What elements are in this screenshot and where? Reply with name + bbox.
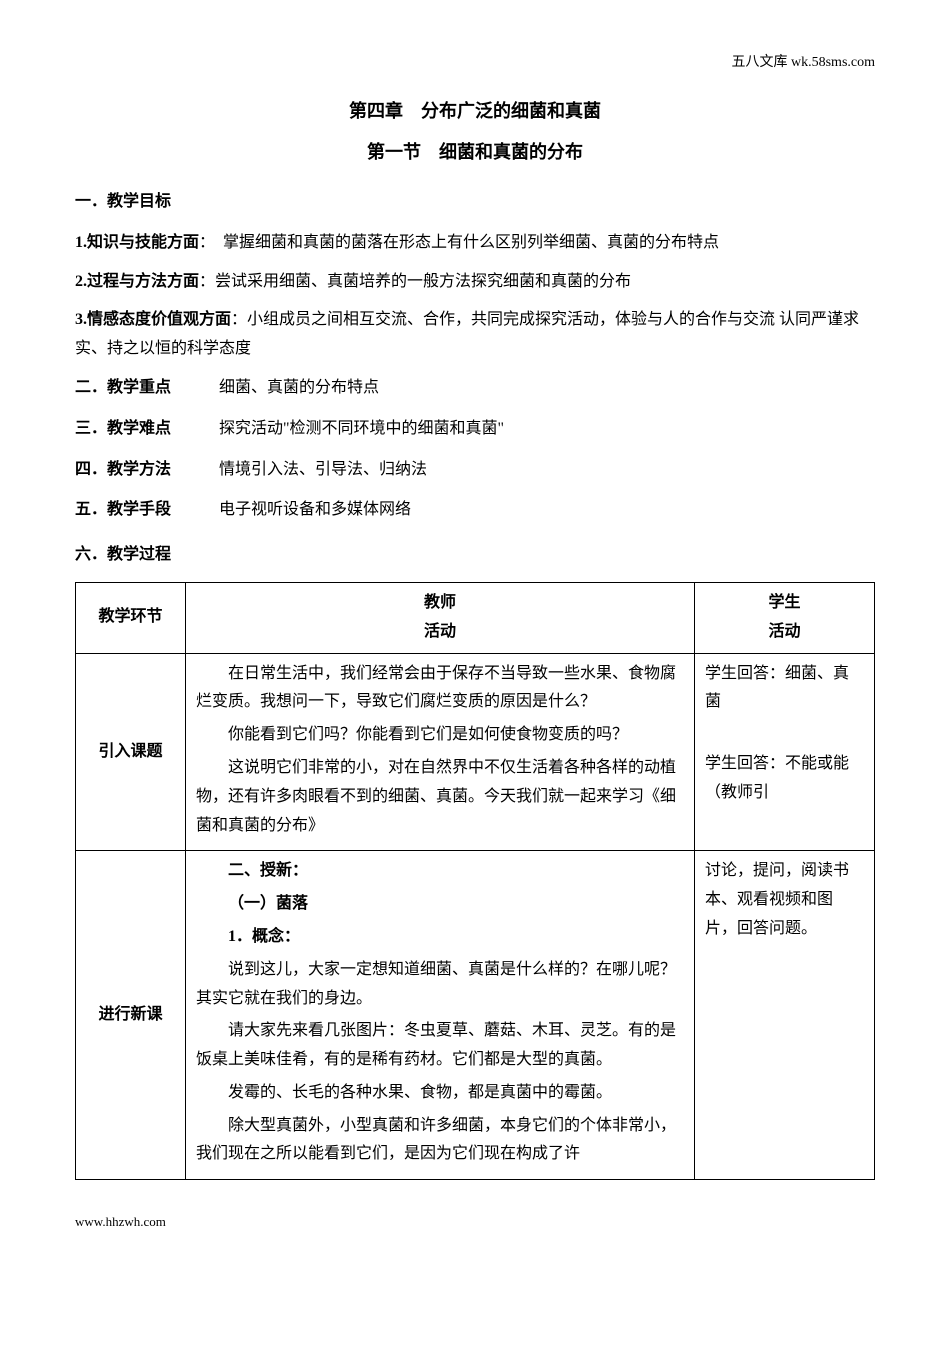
goal-item-3: 3.情感态度价值观方面：小组成员之间相互交流、合作，共同完成探究活动，体验与人的… (75, 306, 875, 364)
stage-cell-1: 引入课题 (76, 653, 186, 851)
teacher-para: 二、授新： (196, 857, 684, 886)
teacher-para: 这说明它们非常的小，对在自然界中不仅生活着各种各样的动植物，还有许多肉眼看不到的… (196, 754, 684, 840)
footer-url: www.hhzwh.com (75, 1210, 875, 1233)
th-teacher-top: 教师 (196, 589, 684, 618)
goal-item-2: 2.过程与方法方面：尝试采用细菌、真菌培养的一般方法探究细菌和真菌的分布 (75, 268, 875, 297)
goal-label-3: 3.情感态度价值观方面 (75, 311, 231, 328)
stage-cell-2: 进行新课 (76, 851, 186, 1180)
meta-row-4: 五．教学手段 电子视听设备和多媒体网络 (75, 496, 875, 525)
meta-text-4: 电子视听设备和多媒体网络 (219, 501, 411, 518)
meta-row-1: 二．教学重点 细菌、真菌的分布特点 (75, 374, 875, 403)
header-watermark: 五八文库 wk.58sms.com (75, 50, 875, 75)
teacher-para: 你能看到它们吗？你能看到它们是如何使食物变质的吗？ (196, 721, 684, 750)
teacher-para: 除大型真菌外，小型真菌和许多细菌，本身它们的个体非常小，我们现在之所以能看到它们… (196, 1112, 684, 1170)
th-student: 学生 活动 (695, 582, 875, 653)
student-cell-1: 学生回答：细菌、真菌 学生回答：不能或能（教师引 (695, 653, 875, 851)
teacher-para: 1．概念： (196, 923, 684, 952)
meta-label-3: 四．教学方法 (75, 456, 215, 485)
process-heading: 六．教学过程 (75, 541, 875, 570)
goal-text-2: ：尝试采用细菌、真菌培养的一般方法探究细菌和真菌的分布 (199, 273, 631, 290)
th-stage: 教学环节 (76, 582, 186, 653)
section-title: 第一节 细菌和真菌的分布 (75, 136, 875, 168)
teacher-para: 在日常生活中，我们经常会由于保存不当导致一些水果、食物腐烂变质。我想问一下，导致… (196, 660, 684, 718)
th-student-top: 学生 (705, 589, 864, 618)
meta-text-3: 情境引入法、引导法、归纳法 (219, 461, 427, 478)
goal-item-1: 1.知识与技能方面： 掌握细菌和真菌的菌落在形态上有什么区别列举细菌、真菌的分布… (75, 229, 875, 258)
student-cell-2: 讨论，提问，阅读书本、观看视频和图片，回答问题。 (695, 851, 875, 1180)
meta-text-1: 细菌、真菌的分布特点 (219, 379, 379, 396)
student-para: 学生回答：不能或能（教师引 (705, 750, 864, 808)
goals-heading: 一．教学目标 (75, 188, 875, 217)
teacher-para: 发霉的、长毛的各种水果、食物，都是真菌中的霉菌。 (196, 1079, 684, 1108)
th-teacher: 教师 活动 (186, 582, 695, 653)
teacher-cell-2: 二、授新： （一）菌落 1．概念： 说到这儿，大家一定想知道细菌、真菌是什么样的… (186, 851, 695, 1180)
meta-label-1: 二．教学重点 (75, 374, 215, 403)
teacher-para: （一）菌落 (196, 890, 684, 919)
goal-label-1: 1.知识与技能方面 (75, 234, 199, 251)
goal-text-1: ： 掌握细菌和真菌的菌落在形态上有什么区别列举细菌、真菌的分布特点 (199, 234, 719, 251)
student-para: 讨论，提问，阅读书本、观看视频和图片，回答问题。 (705, 857, 864, 943)
th-stage-text: 教学环节 (86, 603, 175, 632)
table-header-row: 教学环节 教师 活动 学生 活动 (76, 582, 875, 653)
meta-text-2: 探究活动"检测不同环境中的细菌和真菌" (219, 420, 504, 437)
meta-row-3: 四．教学方法 情境引入法、引导法、归纳法 (75, 456, 875, 485)
th-student-bottom: 活动 (705, 618, 864, 647)
meta-label-4: 五．教学手段 (75, 496, 215, 525)
table-row: 引入课题 在日常生活中，我们经常会由于保存不当导致一些水果、食物腐烂变质。我想问… (76, 653, 875, 851)
lesson-table: 教学环节 教师 活动 学生 活动 引入课题 在日常生活中，我们经常会由于保存不当… (75, 582, 875, 1180)
student-para: 学生回答：细菌、真菌 (705, 660, 864, 718)
teacher-para: 请大家先来看几张图片：冬虫夏草、蘑菇、木耳、灵芝。有的是饭桌上美味佳肴，有的是稀… (196, 1017, 684, 1075)
meta-label-2: 三．教学难点 (75, 415, 215, 444)
goal-label-2: 2.过程与方法方面 (75, 273, 199, 290)
teacher-para: 说到这儿，大家一定想知道细菌、真菌是什么样的？在哪儿呢？其实它就在我们的身边。 (196, 956, 684, 1014)
teacher-cell-1: 在日常生活中，我们经常会由于保存不当导致一些水果、食物腐烂变质。我想问一下，导致… (186, 653, 695, 851)
chapter-title: 第四章 分布广泛的细菌和真菌 (75, 95, 875, 127)
meta-row-2: 三．教学难点 探究活动"检测不同环境中的细菌和真菌" (75, 415, 875, 444)
table-row: 进行新课 二、授新： （一）菌落 1．概念： 说到这儿，大家一定想知道细菌、真菌… (76, 851, 875, 1180)
th-teacher-bottom: 活动 (196, 618, 684, 647)
